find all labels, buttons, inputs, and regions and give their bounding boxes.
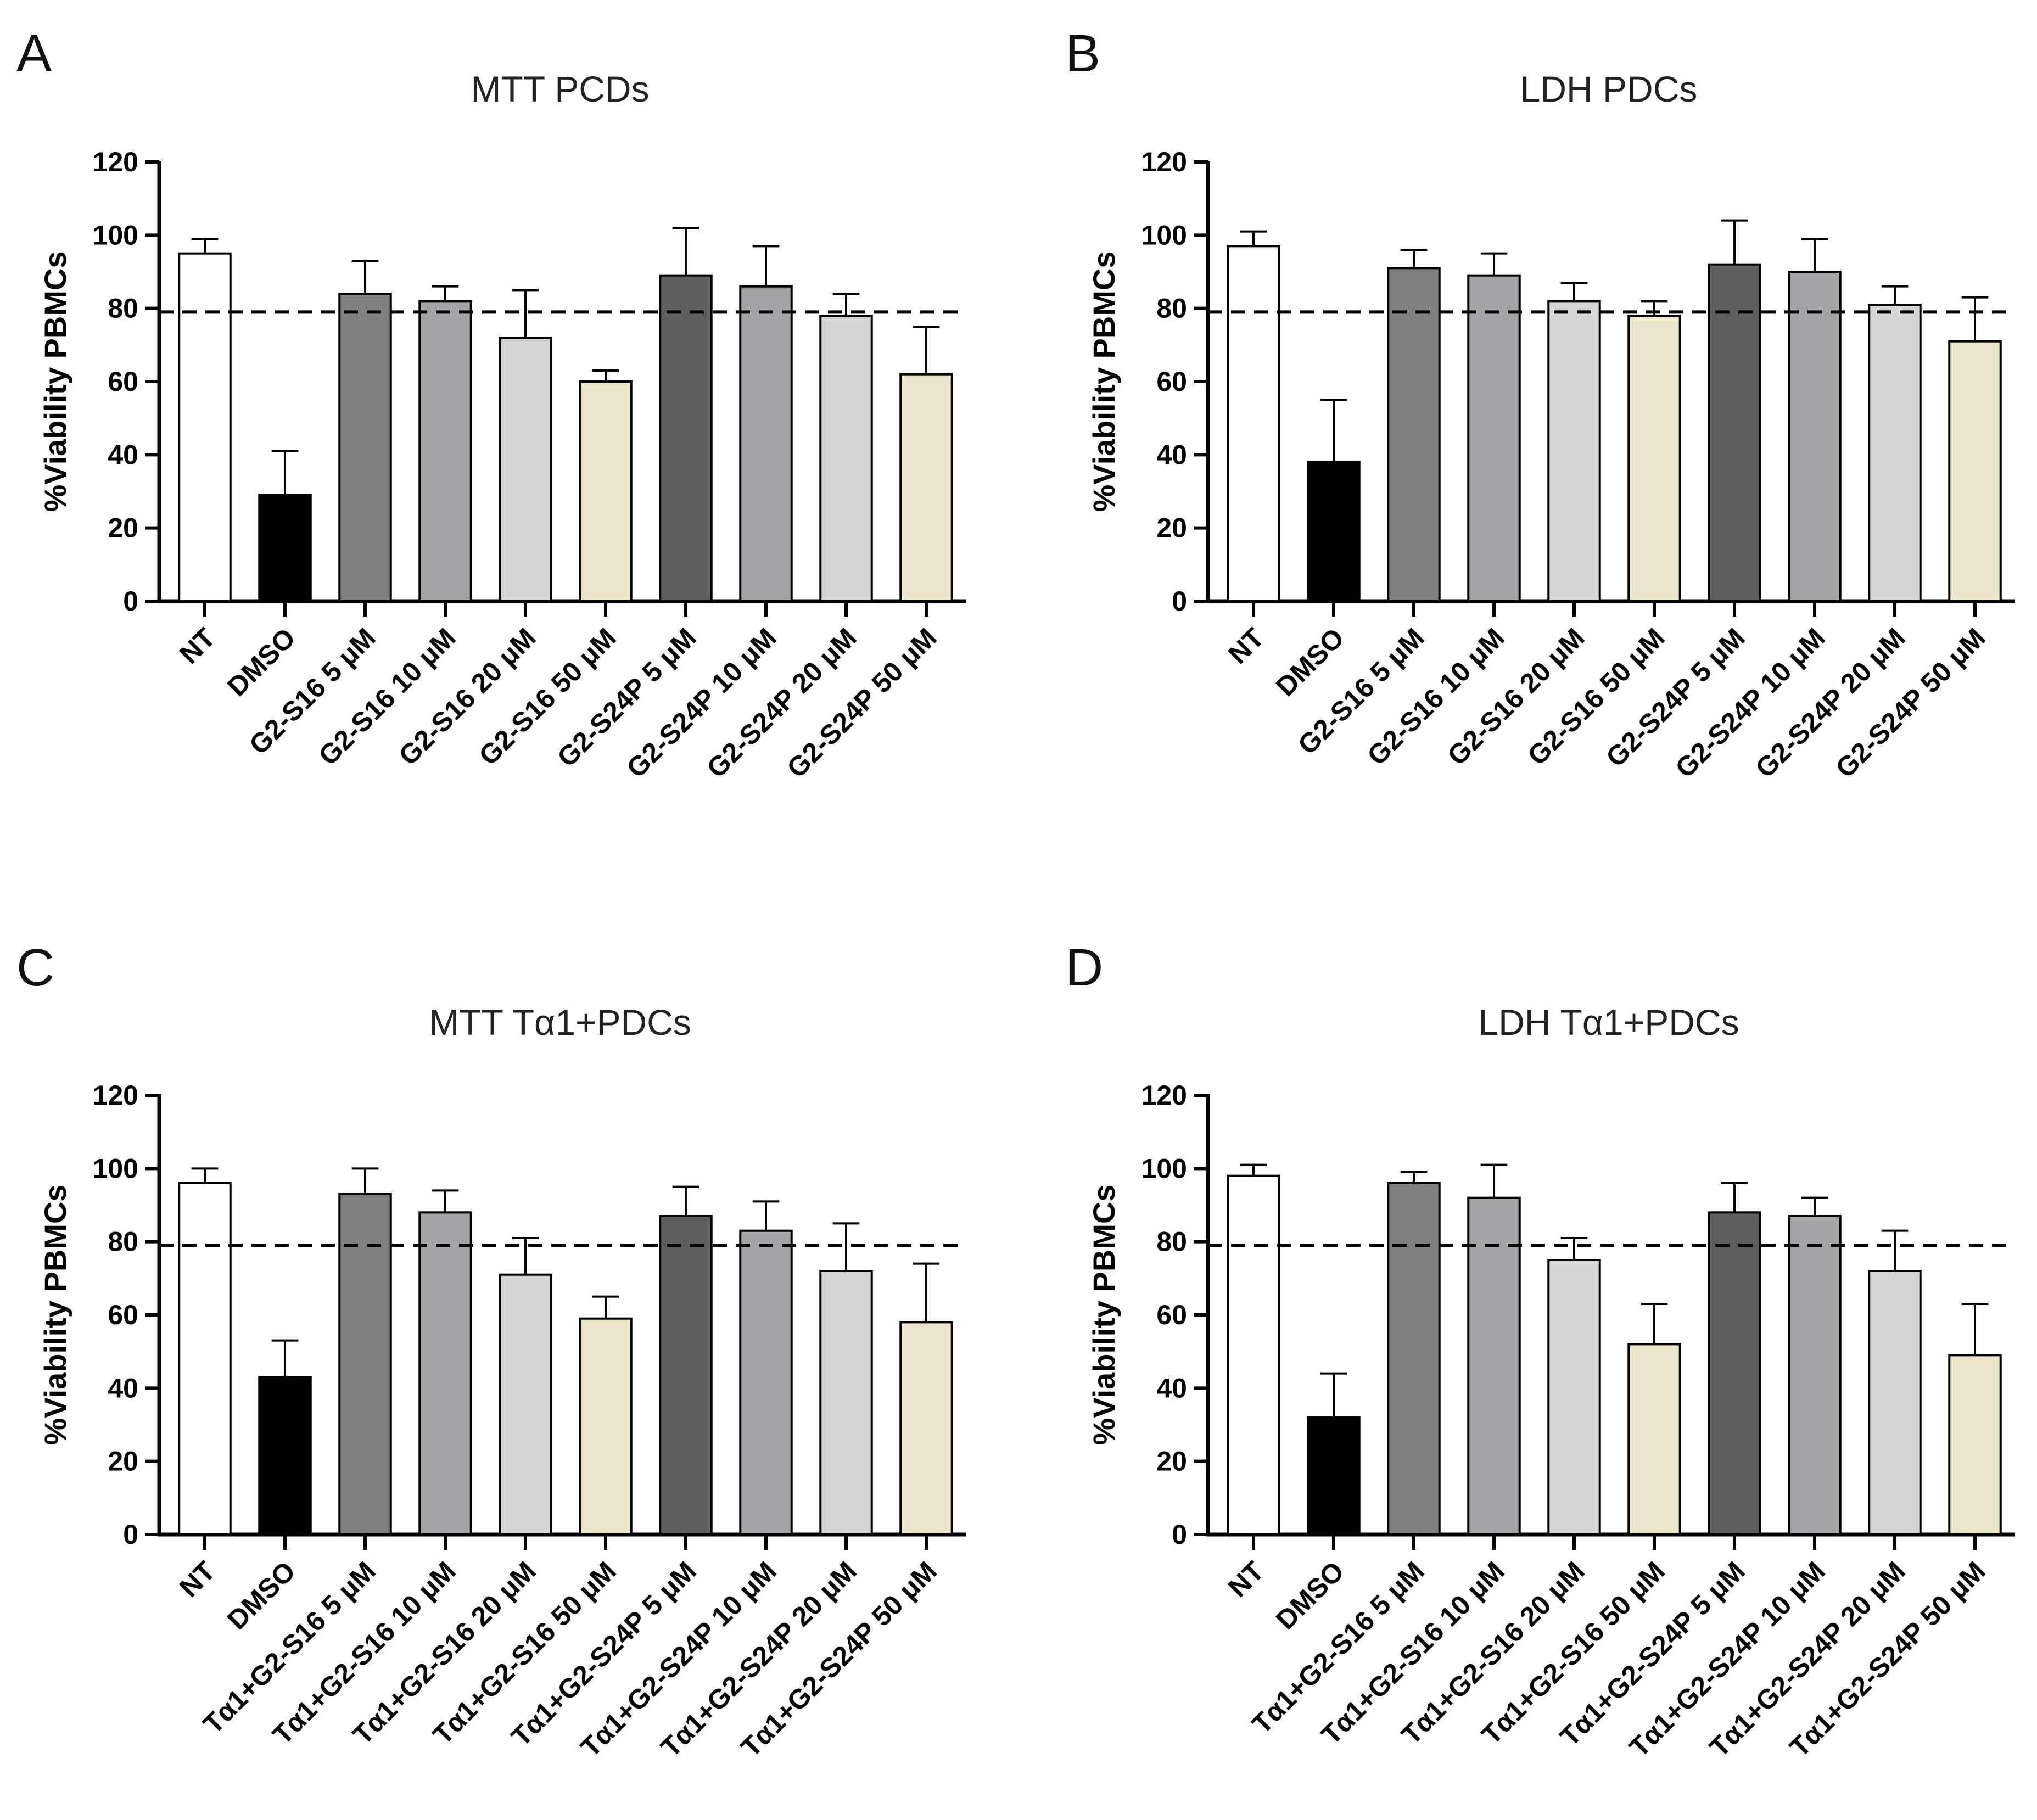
chart-title: LDH Tα1+PDCs bbox=[1478, 1002, 1739, 1043]
bar bbox=[1387, 267, 1441, 603]
bar bbox=[178, 252, 232, 602]
bar bbox=[819, 315, 873, 602]
bar bbox=[1467, 1196, 1521, 1536]
y-tick-label: 0 bbox=[123, 586, 138, 617]
y-tick-label: 0 bbox=[1172, 1519, 1187, 1550]
y-tick-label: 80 bbox=[108, 1227, 138, 1257]
bar bbox=[258, 1376, 312, 1536]
y-tick-label: 60 bbox=[1156, 366, 1187, 397]
bar bbox=[1467, 274, 1521, 602]
y-tick-label: 100 bbox=[1141, 220, 1187, 250]
bar bbox=[1387, 1182, 1441, 1536]
bar bbox=[418, 300, 472, 602]
y-tick-label: 100 bbox=[1141, 1153, 1187, 1184]
bar bbox=[1868, 1270, 1922, 1536]
bar bbox=[739, 1229, 793, 1536]
bar bbox=[1307, 461, 1361, 603]
y-tick-label: 20 bbox=[1156, 513, 1187, 544]
y-axis-label: %Viability PBMCs bbox=[1087, 1184, 1121, 1445]
y-axis-label: %Viability PBMCs bbox=[38, 1184, 72, 1445]
bar bbox=[659, 1215, 713, 1536]
bar bbox=[1547, 300, 1601, 602]
y-tick-label: 60 bbox=[1156, 1300, 1187, 1330]
bar bbox=[899, 373, 953, 603]
y-tick-label: 20 bbox=[1156, 1446, 1187, 1477]
y-axis-label: %Viability PBMCs bbox=[38, 251, 72, 512]
panel-letter: B bbox=[1065, 24, 1100, 83]
panel-letter: A bbox=[16, 24, 52, 83]
bar bbox=[659, 274, 713, 602]
bar bbox=[499, 1273, 552, 1536]
bar bbox=[1307, 1416, 1361, 1536]
bar bbox=[258, 494, 312, 603]
y-tick-label: 40 bbox=[108, 1373, 138, 1403]
y-tick-label: 40 bbox=[1156, 439, 1187, 470]
bar bbox=[1227, 1174, 1280, 1536]
y-tick-label: 0 bbox=[123, 1519, 138, 1550]
bar bbox=[579, 1317, 633, 1536]
bar bbox=[1948, 1354, 2002, 1536]
y-tick-label: 60 bbox=[108, 1300, 138, 1330]
bar bbox=[1547, 1259, 1601, 1536]
bar bbox=[418, 1211, 472, 1536]
chart-title: MTT PCDs bbox=[471, 69, 649, 109]
bar bbox=[1627, 1343, 1681, 1536]
y-tick-label: 0 bbox=[1172, 586, 1187, 617]
bar bbox=[819, 1270, 873, 1536]
y-tick-label: 120 bbox=[1141, 147, 1187, 177]
bar bbox=[1868, 304, 1922, 602]
bar bbox=[739, 285, 793, 602]
bar bbox=[1227, 245, 1280, 603]
y-tick-label: 40 bbox=[1156, 1373, 1187, 1403]
y-tick-label: 100 bbox=[93, 220, 138, 250]
bar bbox=[1708, 263, 1761, 602]
y-tick-label: 60 bbox=[108, 366, 138, 397]
bar bbox=[1788, 1215, 1842, 1536]
bar bbox=[178, 1182, 232, 1536]
bar bbox=[338, 293, 392, 602]
y-tick-label: 120 bbox=[93, 1080, 138, 1111]
bar bbox=[899, 1321, 953, 1536]
y-axis-label: %Viability PBMCs bbox=[1087, 251, 1121, 512]
y-tick-label: 20 bbox=[108, 513, 138, 544]
y-tick-label: 120 bbox=[1141, 1080, 1187, 1111]
bar bbox=[1788, 271, 1842, 602]
y-tick-label: 80 bbox=[1156, 293, 1187, 324]
y-tick-label: 80 bbox=[108, 293, 138, 324]
chart-title: LDH PDCs bbox=[1520, 69, 1698, 109]
y-tick-label: 20 bbox=[108, 1446, 138, 1477]
y-tick-label: 40 bbox=[108, 439, 138, 470]
y-tick-label: 120 bbox=[93, 147, 138, 177]
y-tick-label: 80 bbox=[1156, 1227, 1187, 1257]
bar bbox=[499, 337, 552, 602]
bar bbox=[1627, 315, 1681, 602]
panel-letter: D bbox=[1065, 938, 1103, 997]
bar bbox=[1708, 1211, 1761, 1536]
bar bbox=[1948, 340, 2002, 603]
y-tick-label: 100 bbox=[93, 1153, 138, 1184]
bar bbox=[579, 380, 633, 602]
panel-letter: C bbox=[16, 938, 54, 997]
chart-title: MTT Tα1+PDCs bbox=[429, 1002, 691, 1043]
